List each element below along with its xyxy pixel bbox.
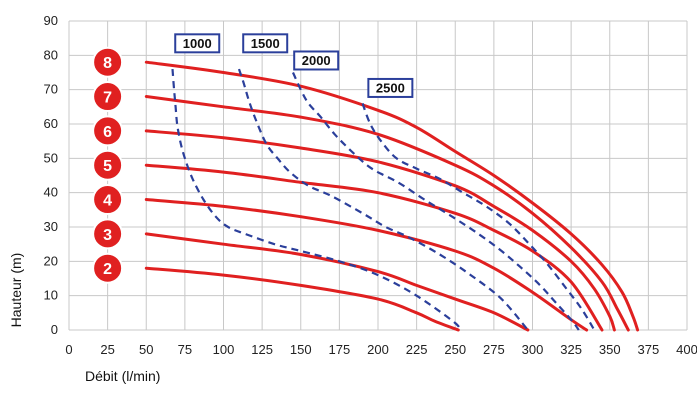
speed-label-box <box>242 33 289 54</box>
badge-circle <box>92 46 124 78</box>
pressure-curve-2 <box>144 266 460 332</box>
speed-label-text: 1000 <box>183 36 212 51</box>
y-tick-label: 90 <box>44 13 58 28</box>
y-tick-label: 10 <box>44 288 58 303</box>
x-tick-label: 0 <box>65 342 72 357</box>
speed-curve-2500 <box>361 103 596 331</box>
x-tick-label: 75 <box>178 342 192 357</box>
x-tick-label: 325 <box>560 342 582 357</box>
pressure-badge-4: 4 <box>92 184 124 216</box>
x-tick-label: 225 <box>406 342 428 357</box>
pressure-badge-6: 6 <box>92 115 124 147</box>
x-tick-label: 400 <box>676 342 697 357</box>
x-tick-label: 125 <box>251 342 273 357</box>
x-tick-label: 50 <box>139 342 153 357</box>
x-tick-label: 300 <box>522 342 544 357</box>
pressure-curve-5 <box>144 163 604 332</box>
pressure-badge-7: 7 <box>92 81 124 113</box>
speed-label-text: 2500 <box>376 80 405 95</box>
badge-label: 4 <box>103 193 112 210</box>
pressure-curve-6 <box>144 129 616 332</box>
pressure-badges: 8 7 6 5 4 3 2 <box>92 46 124 284</box>
speed-curve-2000 <box>291 72 580 331</box>
badge-label: 3 <box>103 227 112 244</box>
pressure-curves <box>144 60 640 332</box>
speed-curves <box>171 68 596 331</box>
y-tick-label: 60 <box>44 116 58 131</box>
badge-label: 6 <box>103 124 112 141</box>
y-tick-label: 20 <box>44 253 58 268</box>
badge-label: 5 <box>103 158 112 175</box>
y-tick-label: 0 <box>51 322 58 337</box>
y-tick-label: 30 <box>44 219 58 234</box>
y-tick-label: 80 <box>44 47 58 62</box>
speed-labels: 1000 1500 2000 2500 <box>174 33 414 98</box>
grid-lines <box>68 20 688 331</box>
speed-label-box <box>367 77 414 98</box>
pressure-curve-3 <box>144 232 530 332</box>
pressure-badge-8: 8 <box>92 46 124 78</box>
y-axis-title: Hauteur (m) <box>8 253 24 328</box>
speed-label-box <box>174 33 221 54</box>
x-tick-label: 100 <box>213 342 235 357</box>
x-tick-label: 25 <box>100 342 114 357</box>
badge-circle <box>92 218 124 250</box>
y-tick-label: 70 <box>44 82 58 97</box>
pressure-badge-2: 2 <box>92 252 124 284</box>
speed-label-text: 1500 <box>251 36 280 51</box>
pressure-curve-7 <box>144 95 630 332</box>
x-tick-label: 200 <box>367 342 389 357</box>
speed-label-text: 2000 <box>302 53 331 68</box>
badge-circle <box>92 184 124 216</box>
x-tick-label: 275 <box>483 342 505 357</box>
x-tick-labels: 0 25 50 75 100 125 150 175 200 225 250 275 300 325 350… <box>65 342 697 357</box>
y-tick-label: 50 <box>44 150 58 165</box>
x-tick-label: 375 <box>638 342 660 357</box>
badge-label: 7 <box>103 90 112 107</box>
speed-curve-1500 <box>237 68 529 331</box>
x-tick-label: 250 <box>444 342 466 357</box>
speed-label-1000: 1000 <box>174 33 221 54</box>
speed-label-box <box>293 50 340 71</box>
x-tick-label: 350 <box>599 342 621 357</box>
badge-label: 8 <box>103 55 112 72</box>
speed-label-2500: 2500 <box>367 77 414 98</box>
y-tick-labels: 0 10 20 30 40 50 60 70 80 90 <box>44 13 58 337</box>
pressure-curve-8 <box>144 60 640 332</box>
x-tick-label: 175 <box>329 342 351 357</box>
pressure-badge-3: 3 <box>92 218 124 250</box>
x-tick-label: 150 <box>290 342 312 357</box>
badge-circle <box>92 81 124 113</box>
badge-label: 2 <box>103 261 112 278</box>
pressure-curve-4 <box>144 198 589 332</box>
y-tick-label: 40 <box>44 185 58 200</box>
speed-label-2000: 2000 <box>293 50 340 71</box>
speed-label-1500: 1500 <box>242 33 289 54</box>
badge-circle <box>92 115 124 147</box>
x-axis-title: Débit (l/min) <box>85 368 160 384</box>
speed-curve-1000 <box>171 69 461 331</box>
badge-circle <box>92 149 124 181</box>
pressure-badge-5: 5 <box>92 149 124 181</box>
badge-circle <box>92 252 124 284</box>
